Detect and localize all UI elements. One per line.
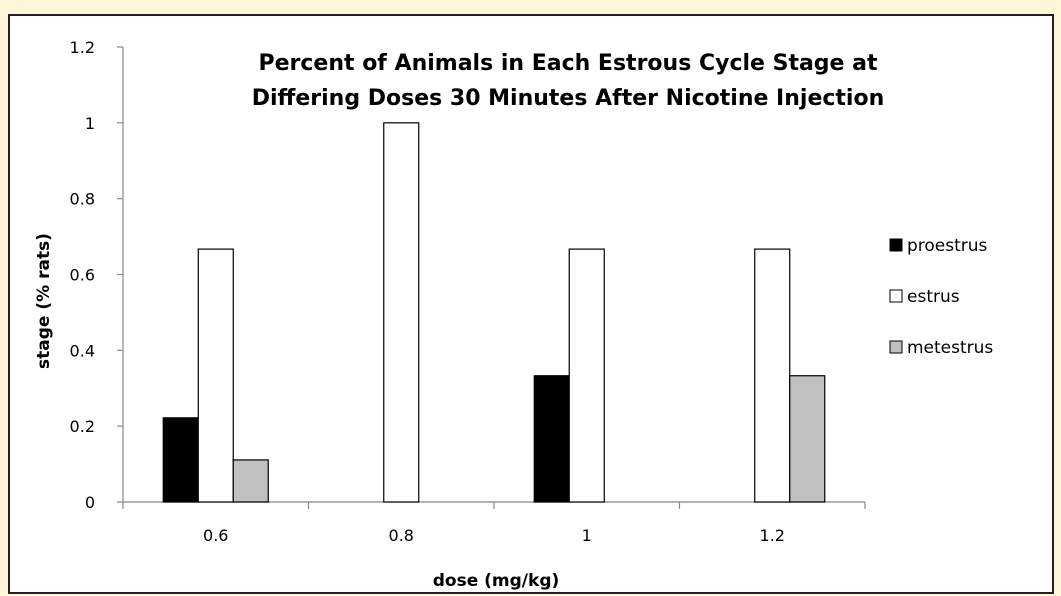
bar-estrus-0_6 (197, 248, 234, 503)
bar-chart: Percent of Animals in Each Estrous Cycle… (34, 38, 993, 591)
legend-swatch-proestrus (889, 238, 903, 252)
bar-metestrus-0_6 (232, 459, 269, 503)
chart-title: Percent of Animals in Each Estrous Cycle… (252, 51, 885, 111)
y-tick-label: 0 (85, 493, 95, 512)
legend: proestrus estrus metestrus (889, 236, 993, 358)
legend-label-estrus: estrus (907, 287, 960, 307)
x-tick-label: 0.8 (389, 526, 414, 545)
y-tick-label: 0.4 (70, 341, 95, 360)
bar-metestrus-1_2 (789, 375, 826, 503)
y-tick-label: 0.6 (70, 266, 95, 285)
x-tick-label: 0.6 (203, 526, 228, 545)
y-tick-label: 0.8 (70, 190, 95, 209)
legend-swatch-metestrus (889, 340, 903, 354)
chart-frame: Percent of Animals in Each Estrous Cycle… (8, 14, 1054, 594)
x-tick-label: 1 (582, 526, 592, 545)
y-tick-label: 1 (85, 114, 95, 133)
chart-title-line-1: Percent of Animals in Each Estrous Cycle… (259, 51, 878, 76)
legend-swatch-estrus (889, 289, 903, 303)
y-tick-label: 1.2 (70, 38, 95, 57)
legend-label-metestrus: metestrus (907, 338, 993, 358)
bar-estrus-0_8 (383, 122, 420, 503)
legend-label-proestrus: proestrus (907, 236, 988, 256)
y-tick-label: 0.2 (70, 417, 95, 436)
x-tick-label: 1.2 (760, 526, 785, 545)
bars (162, 122, 826, 503)
bar-proestrus-1 (533, 375, 570, 503)
bar-estrus-1 (568, 248, 605, 503)
tick-labels: 0 0.2 0.4 0.6 0.8 1 1.2 0.6 0.8 1 1.2 (70, 38, 785, 545)
bar-estrus-1_2 (754, 248, 791, 503)
x-axis-label: dose (mg/kg) (433, 571, 560, 591)
y-axis-label: stage (% rats) (34, 233, 54, 369)
chart-title-line-2: Differing Doses 30 Minutes After Nicotin… (252, 86, 885, 111)
bar-proestrus-0_6 (162, 417, 199, 503)
